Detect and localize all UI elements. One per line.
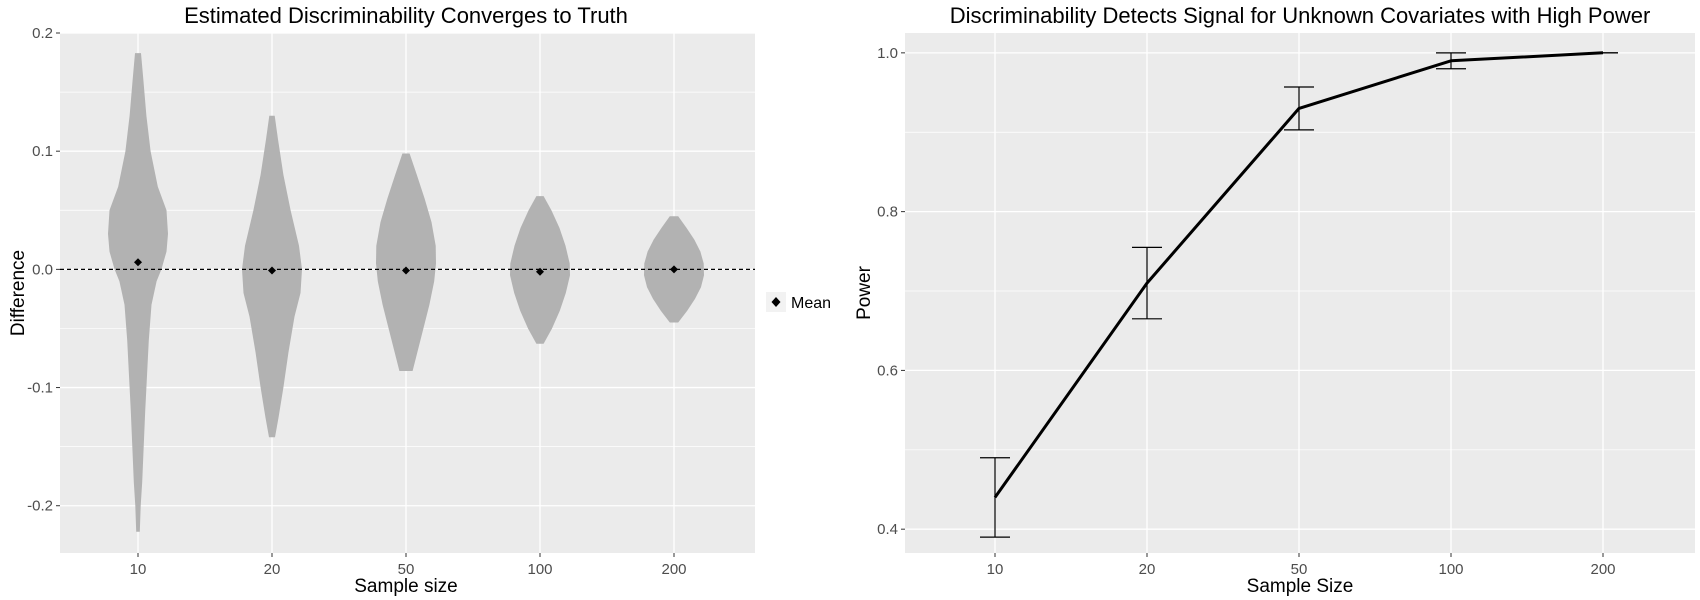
right-y-axis: 0.4 0.6 0.8 1.0: [877, 45, 905, 538]
left-mean-markers: [134, 258, 678, 276]
x-tick-label: 10: [987, 561, 1004, 578]
y-tick-label: 0.4: [877, 521, 898, 538]
x-tick-label: 50: [398, 561, 415, 578]
y-tick-label: 0.1: [32, 143, 53, 160]
x-tick-label: 200: [661, 561, 686, 578]
y-tick-label: -0.2: [27, 498, 53, 515]
right-plot-panel: [905, 33, 1695, 553]
left-y-axis: 0.2 0.1 0.0 -0.1 -0.2: [27, 25, 60, 515]
x-tick-label: 50: [1291, 561, 1308, 578]
right-x-axis: 10 20 50 100 200: [987, 553, 1616, 578]
violin-50: [376, 153, 436, 371]
x-tick-label: 20: [1139, 561, 1156, 578]
x-tick-label: 200: [1590, 561, 1615, 578]
violin-10: [108, 53, 168, 532]
mean-marker-10: [134, 258, 142, 267]
error-bar-10: [980, 457, 1010, 538]
violin-20: [242, 115, 302, 438]
x-tick-label: 100: [1438, 561, 1463, 578]
right-chart-title: Discriminability Detects Signal for Unkn…: [950, 3, 1651, 28]
y-tick-label: 0.6: [877, 362, 898, 379]
left-chart-title: Estimated Discriminability Converges to …: [184, 3, 628, 28]
mean-marker-100: [536, 267, 544, 276]
x-tick-label: 100: [527, 561, 552, 578]
y-tick-label: 0.0: [32, 261, 53, 278]
right-x-axis-title: Sample Size: [1247, 576, 1354, 597]
left-x-axis-title: Sample size: [354, 576, 458, 597]
mean-marker-20: [268, 266, 276, 275]
power-line: [993, 51, 1604, 499]
right-y-axis-title: Power: [854, 265, 875, 320]
left-chart-violin: Estimated Discriminability Converges to …: [8, 3, 831, 597]
y-tick-label: 0.8: [877, 204, 898, 221]
mean-marker-50: [402, 266, 410, 275]
x-tick-label: 20: [264, 561, 281, 578]
y-tick-label: -0.1: [27, 380, 53, 397]
right-chart-line: Discriminability Detects Signal for Unkn…: [854, 3, 1695, 597]
x-tick-label: 10: [130, 561, 147, 578]
y-tick-label: 0.2: [32, 25, 53, 42]
legend-label-mean: Mean: [791, 295, 831, 312]
legend: Mean: [766, 292, 831, 312]
y-tick-label: 1.0: [877, 45, 898, 62]
legend-diamond-icon: [771, 297, 781, 307]
left-y-axis-title: Difference: [8, 250, 29, 336]
left-x-axis: 10 20 50 100 200: [130, 553, 687, 578]
mean-marker-200: [670, 265, 678, 274]
